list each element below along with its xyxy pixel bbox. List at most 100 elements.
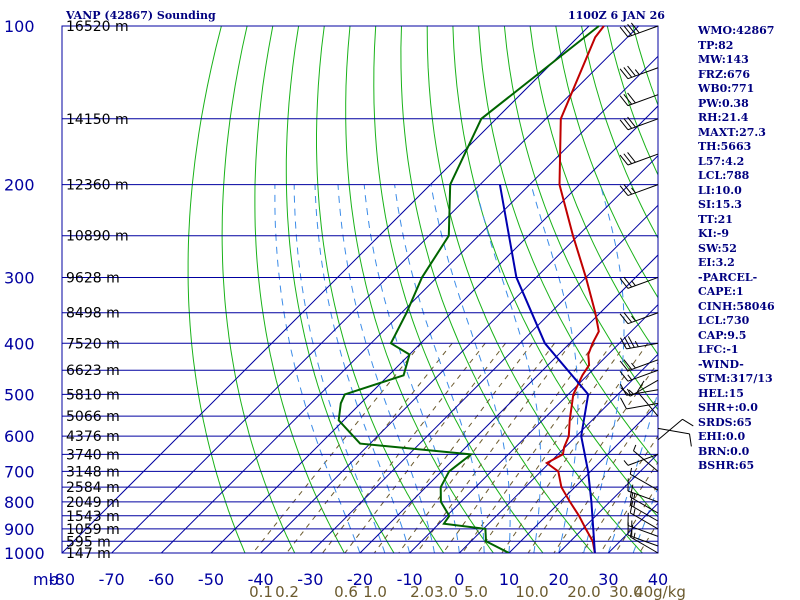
- pressure-tick-label: 400: [4, 334, 35, 353]
- mixing-ratio-label: 30.0: [609, 583, 642, 600]
- pressure-tick-label: 100: [4, 17, 35, 36]
- height-label: 16520 m: [66, 19, 129, 35]
- height-label: 9628 m: [66, 270, 120, 286]
- index-entry: TP:82: [698, 38, 734, 52]
- index-entry: EI:3.2: [698, 256, 735, 269]
- mixing-ratio-line: [398, 342, 555, 553]
- temperature-tick-label: -50: [198, 570, 224, 589]
- mixing-ratio-label: 3.0: [434, 583, 458, 600]
- dry-adiabat: [400, 25, 594, 553]
- dry-adiabat: [221, 25, 296, 553]
- index-entry: KI:-9: [698, 227, 729, 240]
- pressure-tick-label: 700: [4, 462, 35, 481]
- index-entry: CAP:9.5: [698, 328, 747, 342]
- mixing-ratio-label: 1.0: [363, 583, 387, 600]
- pressure-tick-label: 500: [4, 385, 35, 404]
- index-entry: TH:5663: [698, 140, 752, 153]
- pressure-tick-label: 300: [4, 268, 35, 287]
- moist-adiabat: [293, 184, 386, 553]
- index-entry: LCL:788: [698, 169, 750, 182]
- temperature-tick-label: 30: [598, 570, 618, 589]
- profile-line: [337, 25, 600, 553]
- index-entry: MW:143: [698, 53, 749, 66]
- index-entry: HEL:15: [698, 386, 744, 400]
- wind-barb: [620, 397, 659, 410]
- height-label: 3148 m: [66, 464, 120, 480]
- index-entry: LCL:730: [698, 314, 750, 327]
- mixing-ratio-label: 20.0: [567, 583, 600, 600]
- wind-barb: [619, 369, 659, 382]
- index-entry: SHR+:0.0: [698, 401, 758, 414]
- wind-barb: [619, 276, 659, 289]
- wind-barb: [620, 336, 659, 350]
- height-label: 2584 m: [66, 480, 120, 496]
- index-entry: -PARCEL-: [698, 270, 758, 284]
- height-label: 1059 m: [66, 522, 120, 538]
- chart-title: VANP (42867) Sounding: [66, 9, 216, 22]
- dry-adiabat: [787, 26, 800, 553]
- index-entry: TT:21: [698, 212, 733, 226]
- height-label: 4376 m: [66, 429, 120, 445]
- wind-barb: [629, 500, 659, 530]
- mixing-ratio-label: 40g/kg: [634, 583, 686, 600]
- wind-barb: [627, 478, 659, 503]
- index-entry: LI:10.0: [698, 183, 742, 197]
- height-label: 5810 m: [66, 387, 120, 403]
- pressure-tick-label: 900: [4, 520, 35, 539]
- temperature-tick-label: -30: [297, 570, 323, 589]
- mixing-ratio-label: 10.0: [515, 583, 548, 600]
- wind-barb: [633, 444, 659, 472]
- temperature-tick-label: 10: [499, 570, 519, 589]
- height-label: 147 m: [66, 546, 111, 562]
- plot-frame: [61, 25, 659, 554]
- mixing-ratio-line: [527, 361, 658, 553]
- mixing-ratio-label: 5.0: [464, 583, 488, 600]
- index-entry: LFC:-1: [698, 343, 739, 356]
- isobars: [61, 25, 659, 554]
- isotherm: [309, 204, 658, 553]
- wind-barb: [619, 22, 659, 38]
- wind-barb: [619, 92, 659, 107]
- wind-barb: [619, 116, 659, 131]
- mixing-ratio-line: [416, 343, 572, 553]
- isotherm: [409, 303, 658, 553]
- wind-barb: [623, 453, 659, 466]
- wind-barb: [619, 359, 659, 372]
- height-label: 2049 m: [66, 495, 120, 511]
- index-entry: BSHR:65: [698, 459, 755, 472]
- dry-adiabat: [345, 25, 494, 553]
- dry-adiabat: [187, 25, 246, 553]
- index-entry: RH:21.4: [698, 111, 749, 124]
- mixing-ratio-line: [477, 343, 627, 553]
- isotherm: [458, 353, 658, 553]
- index-entry: WMO:42867: [698, 24, 775, 37]
- isotherms: [62, 25, 658, 553]
- temperature-tick-label: 0: [454, 570, 464, 589]
- temperature-tick-label: -60: [148, 570, 174, 589]
- profile-line: [498, 184, 596, 553]
- pressure-tick-label: 800: [4, 493, 35, 512]
- isotherm: [62, 25, 590, 553]
- height-label: 10890 m: [66, 229, 129, 245]
- index-entry: MAXT:27.3: [698, 125, 766, 139]
- pressure-tick-label: 600: [4, 427, 35, 446]
- index-entry: CAPE:1: [698, 285, 744, 298]
- wind-barb: [619, 65, 659, 80]
- mixing-ratio-lines: [252, 342, 658, 553]
- profile-lines: [337, 25, 605, 553]
- indices-panel: WMO:42867 TP:82 MW:143 FRZ:676 WB0:771 PW:0.3…: [698, 24, 775, 474]
- height-label: 595 m: [66, 534, 111, 550]
- height-label: 8498 m: [66, 306, 120, 322]
- height-label: 14150 m: [66, 112, 129, 128]
- index-entry: STM:317/13: [698, 372, 773, 385]
- isotherm: [508, 403, 658, 553]
- index-entry: WB0:771: [698, 82, 755, 95]
- index-entry: -WIND-: [698, 357, 744, 371]
- wind-barb: [627, 512, 659, 537]
- index-entry: FRZ:676: [698, 67, 751, 81]
- pressure-tick-label: 1000: [4, 544, 45, 563]
- index-entry: SRDS:65: [698, 415, 752, 429]
- temperature-tick-label: 20: [548, 570, 568, 589]
- isotherm: [558, 452, 658, 553]
